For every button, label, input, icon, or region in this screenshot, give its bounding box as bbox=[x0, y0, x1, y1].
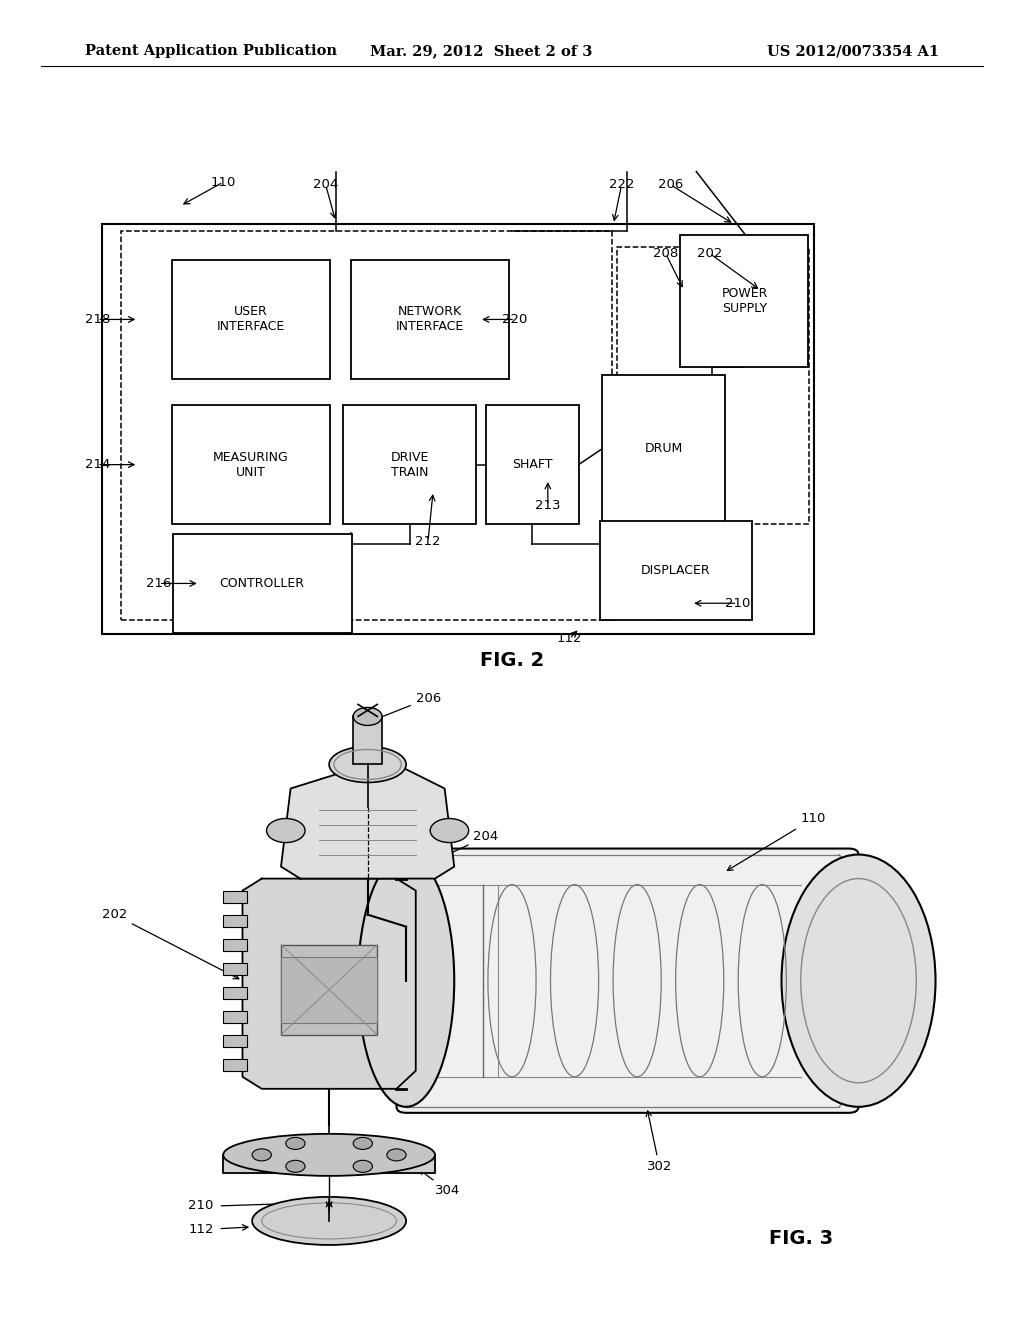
Text: FIG. 2: FIG. 2 bbox=[480, 651, 544, 669]
Bar bbox=[353, 717, 382, 764]
Text: 304: 304 bbox=[419, 1170, 460, 1197]
Text: 204: 204 bbox=[313, 178, 338, 191]
Text: 110: 110 bbox=[211, 176, 236, 189]
Text: 208: 208 bbox=[653, 247, 678, 260]
Bar bbox=[602, 375, 725, 523]
Circle shape bbox=[252, 1148, 271, 1160]
Bar bbox=[102, 224, 814, 634]
Text: DRUM: DRUM bbox=[644, 442, 683, 455]
Circle shape bbox=[353, 1160, 373, 1172]
Bar bbox=[223, 1011, 248, 1023]
Text: MEASURING
UNIT: MEASURING UNIT bbox=[213, 450, 289, 479]
Ellipse shape bbox=[329, 746, 407, 783]
Bar bbox=[171, 260, 330, 379]
Bar bbox=[172, 535, 352, 632]
Text: 214: 214 bbox=[85, 458, 110, 471]
FancyBboxPatch shape bbox=[396, 849, 858, 1113]
Circle shape bbox=[286, 1160, 305, 1172]
Text: DRIVE
TRAIN: DRIVE TRAIN bbox=[390, 450, 429, 479]
Text: POWER
SUPPLY: POWER SUPPLY bbox=[721, 286, 768, 315]
Bar bbox=[223, 939, 248, 950]
Text: 206: 206 bbox=[658, 178, 683, 191]
Text: CONTROLLER: CONTROLLER bbox=[219, 577, 305, 590]
Bar bbox=[223, 1059, 248, 1071]
Text: 204: 204 bbox=[400, 830, 499, 876]
Text: NETWORK
INTERFACE: NETWORK INTERFACE bbox=[396, 305, 464, 334]
Text: USER
INTERFACE: USER INTERFACE bbox=[217, 305, 285, 334]
Text: 112: 112 bbox=[557, 632, 582, 645]
Text: 210: 210 bbox=[188, 1200, 214, 1212]
Text: SHAFT: SHAFT bbox=[512, 458, 553, 471]
Text: 210: 210 bbox=[725, 597, 750, 610]
Text: US 2012/0073354 A1: US 2012/0073354 A1 bbox=[767, 45, 939, 58]
Bar bbox=[617, 247, 809, 524]
Text: 220: 220 bbox=[503, 313, 527, 326]
Bar bbox=[171, 405, 330, 524]
Text: 222: 222 bbox=[609, 178, 634, 191]
Text: 218: 218 bbox=[85, 313, 110, 326]
Bar bbox=[223, 891, 248, 903]
Bar bbox=[281, 957, 377, 1023]
Circle shape bbox=[387, 1148, 407, 1160]
Bar bbox=[223, 1035, 248, 1047]
Text: 202: 202 bbox=[697, 247, 722, 260]
Text: 206: 206 bbox=[372, 692, 441, 722]
Ellipse shape bbox=[353, 708, 382, 726]
Text: 112: 112 bbox=[188, 1224, 214, 1237]
Text: Mar. 29, 2012  Sheet 2 of 3: Mar. 29, 2012 Sheet 2 of 3 bbox=[370, 45, 593, 58]
Polygon shape bbox=[223, 1155, 435, 1173]
Bar bbox=[223, 915, 248, 927]
Text: 216: 216 bbox=[146, 577, 171, 590]
Text: DISPLACER: DISPLACER bbox=[641, 564, 711, 577]
Ellipse shape bbox=[430, 818, 469, 842]
Bar bbox=[486, 405, 579, 524]
Bar bbox=[343, 405, 476, 524]
Polygon shape bbox=[281, 764, 455, 879]
Text: 212: 212 bbox=[416, 535, 440, 548]
Polygon shape bbox=[243, 879, 416, 1089]
Ellipse shape bbox=[781, 854, 936, 1106]
Ellipse shape bbox=[223, 1134, 435, 1176]
Text: 213: 213 bbox=[536, 499, 560, 512]
Text: Patent Application Publication: Patent Application Publication bbox=[85, 45, 337, 58]
Bar bbox=[350, 260, 509, 379]
Bar bbox=[121, 231, 612, 620]
Bar bbox=[223, 987, 248, 999]
Bar bbox=[600, 520, 752, 620]
Text: 110: 110 bbox=[727, 812, 826, 870]
Text: 302: 302 bbox=[646, 1111, 672, 1173]
Bar bbox=[281, 945, 377, 1035]
Ellipse shape bbox=[266, 818, 305, 842]
Text: 202: 202 bbox=[101, 908, 239, 979]
Bar bbox=[680, 235, 809, 367]
Ellipse shape bbox=[252, 1197, 407, 1245]
Circle shape bbox=[286, 1138, 305, 1150]
Text: FIG. 3: FIG. 3 bbox=[769, 1229, 833, 1249]
Circle shape bbox=[353, 1138, 373, 1150]
Ellipse shape bbox=[358, 854, 455, 1106]
Bar bbox=[223, 962, 248, 974]
